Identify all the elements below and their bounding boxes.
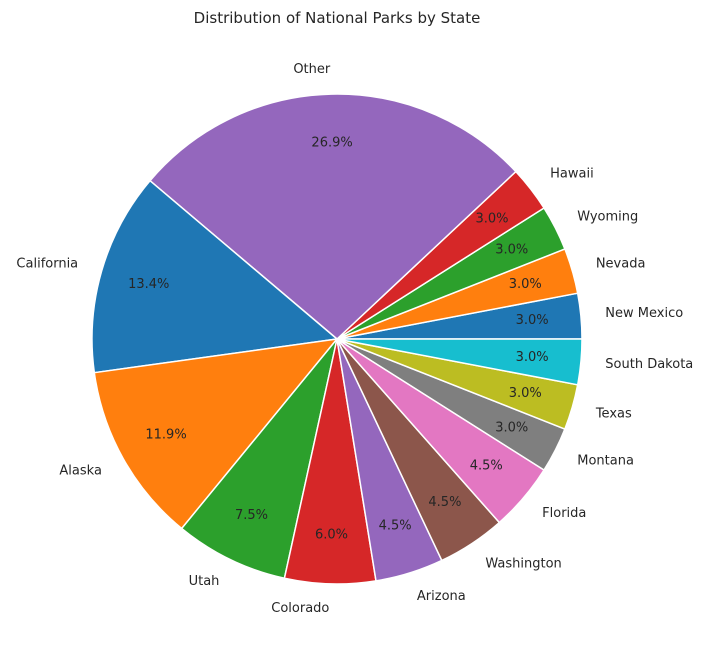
slice-percent-south-dakota: 3.0% <box>516 350 549 365</box>
slice-percent-california: 13.4% <box>128 277 169 292</box>
slice-percent-wyoming: 3.0% <box>495 243 528 258</box>
slice-label-alaska: Alaska <box>59 463 102 478</box>
slice-label-new-mexico: New Mexico <box>605 306 683 321</box>
pie-slice-other <box>149 93 517 340</box>
slice-label-texas: Texas <box>595 407 632 422</box>
slice-label-florida: Florida <box>542 506 586 521</box>
slice-label-nevada: Nevada <box>596 256 646 271</box>
slice-label-south-dakota: South Dakota <box>605 357 693 372</box>
slice-percent-washington: 4.5% <box>428 495 461 510</box>
slice-label-washington: Washington <box>485 556 561 571</box>
pie-slice-alaska <box>93 338 338 530</box>
slice-percent-other: 26.9% <box>311 136 352 151</box>
slice-label-arizona: Arizona <box>417 589 466 604</box>
slice-percent-florida: 4.5% <box>470 459 503 474</box>
pie-slice-california <box>91 179 338 374</box>
slice-label-other: Other <box>293 62 331 77</box>
slice-percent-montana: 3.0% <box>495 420 528 435</box>
slice-percent-texas: 3.0% <box>509 386 542 401</box>
slice-label-colorado: Colorado <box>271 601 329 616</box>
slice-label-california: California <box>16 256 78 271</box>
slice-percent-new-mexico: 3.0% <box>516 313 549 328</box>
slice-percent-nevada: 3.0% <box>509 277 542 292</box>
slice-percent-hawaii: 3.0% <box>476 212 509 227</box>
slice-percent-colorado: 6.0% <box>315 527 348 542</box>
slice-percent-arizona: 4.5% <box>379 519 412 534</box>
slice-percent-utah: 7.5% <box>235 508 268 523</box>
slice-label-montana: Montana <box>577 454 634 469</box>
slice-label-wyoming: Wyoming <box>577 209 638 224</box>
chart-title: Distribution of National Parks by State <box>194 9 481 27</box>
slice-label-hawaii: Hawaii <box>550 167 594 182</box>
pie-slice-utah <box>180 338 338 580</box>
pie-slices <box>91 93 583 585</box>
slice-label-utah: Utah <box>189 574 220 589</box>
pie-slice-south-dakota <box>336 338 583 386</box>
slice-percent-alaska: 11.9% <box>145 427 186 442</box>
pie-labels: New Mexico 3.0% Nevada 3.0% Wyoming 3.0% Hawai… <box>16 62 693 616</box>
